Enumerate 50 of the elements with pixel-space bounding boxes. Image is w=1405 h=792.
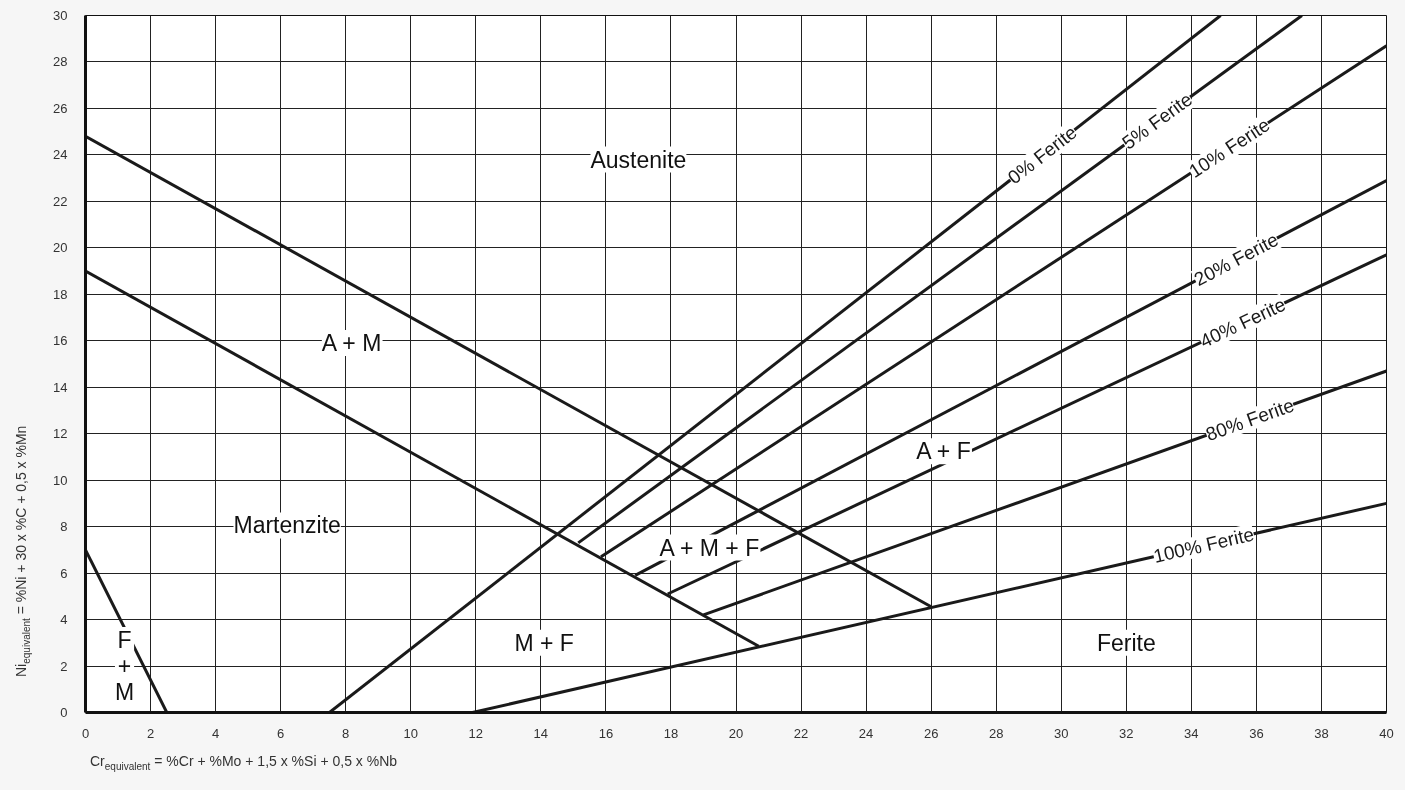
y-tick-label: 28 xyxy=(53,54,68,70)
annotation: Martenzite xyxy=(233,512,341,539)
y-tick-label: 0 xyxy=(60,705,68,720)
x-tick-label: 2 xyxy=(146,725,155,741)
annotation: A + F xyxy=(916,438,971,465)
x-tick-label: 4 xyxy=(211,725,220,741)
y-tick-label: 2 xyxy=(60,658,68,674)
y-tick-label: 12 xyxy=(53,426,68,442)
x-tick-label: 24 xyxy=(858,725,874,741)
annotation: Ferite xyxy=(1096,629,1156,656)
y-tick-label: 6 xyxy=(60,565,68,581)
x-tick-label: 18 xyxy=(663,725,679,741)
x-tick-label: 34 xyxy=(1184,725,1199,741)
x-tick-label: 28 xyxy=(988,725,1004,741)
x-tick-label: 38 xyxy=(1314,725,1329,741)
text: 80% Ferite xyxy=(1203,394,1297,446)
x-tick-label: 40 xyxy=(1379,725,1394,741)
y-tick-label: 26 xyxy=(53,100,68,116)
x-tick-label: 22 xyxy=(793,725,809,741)
x-tick-label: 16 xyxy=(598,725,614,741)
y-tick-label: 14 xyxy=(53,379,68,395)
annotation: A + M + F xyxy=(659,534,760,561)
y-tick-label: 10 xyxy=(53,472,68,488)
annotation: M + F xyxy=(514,629,574,656)
x-tick-label: 20 xyxy=(728,725,744,741)
y-tick-label: 18 xyxy=(53,286,68,302)
annotation: Austenite xyxy=(590,146,687,173)
x-tick-label: 0 xyxy=(81,725,90,741)
x-tick-label: 10 xyxy=(403,725,418,741)
x-tick-label: 26 xyxy=(923,725,939,741)
x-axis-title: Cr$_{equivalent}$ = %Cr + %Mo + 1,5 x %Si + 0,5 x %Nb xyxy=(89,752,398,774)
text: 20% Ferite xyxy=(1190,228,1282,291)
y-tick-label: 24 xyxy=(53,147,68,163)
text: 100% Ferite xyxy=(1151,523,1256,567)
x-tick-label: 32 xyxy=(1119,725,1134,741)
y-tick-label: 22 xyxy=(53,193,68,209)
x-tick-label: 14 xyxy=(533,725,549,741)
x-tick-label: 6 xyxy=(277,725,285,741)
y-tick-label: 16 xyxy=(53,333,68,349)
y-tick-label: 20 xyxy=(53,240,68,256)
text: 40% Ferite xyxy=(1196,293,1289,352)
annotation: A + M xyxy=(321,330,382,357)
x-tick-label: 8 xyxy=(342,725,350,741)
x-tick-label: 12 xyxy=(468,725,484,741)
annotation: F + M xyxy=(114,627,135,706)
y-tick-label: 30 xyxy=(53,8,68,23)
x-tick-label: 36 xyxy=(1249,725,1264,741)
y-tick-label: 8 xyxy=(60,519,68,535)
y-tick-label: 4 xyxy=(60,612,68,628)
x-tick-label: 30 xyxy=(1054,725,1069,741)
